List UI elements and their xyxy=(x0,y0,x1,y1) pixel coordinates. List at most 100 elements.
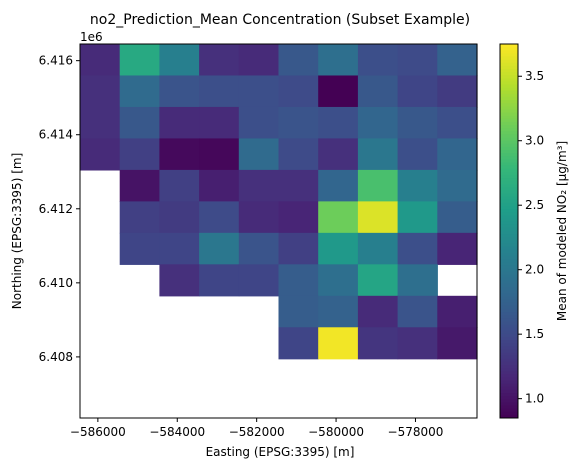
heatmap-cell xyxy=(238,75,280,108)
heatmap-cell xyxy=(357,138,399,171)
heatmap-cell xyxy=(278,106,319,140)
colorbar-segment xyxy=(500,349,518,354)
colorbar-tick-label: 2.5 xyxy=(525,198,544,212)
colorbar-segment xyxy=(500,312,518,316)
colorbar-segment xyxy=(500,290,518,294)
colorbar-segment xyxy=(500,408,518,413)
heatmap-cell xyxy=(238,138,280,171)
colorbar-segment xyxy=(500,274,518,279)
heatmap-cell xyxy=(397,201,438,234)
heatmap-cell xyxy=(397,327,438,360)
y-tick-label: 6.412 xyxy=(39,202,73,216)
colorbar-segment xyxy=(500,393,518,397)
colorbar-segment xyxy=(500,414,518,419)
colorbar-segment xyxy=(500,159,518,163)
heatmap-cell xyxy=(80,75,121,108)
heatmap-cell xyxy=(199,44,240,77)
heatmap-cell xyxy=(159,75,200,108)
heatmap-cell xyxy=(238,44,280,77)
colorbar-segment xyxy=(500,315,518,319)
colorbar-segment xyxy=(500,305,518,310)
colorbar-segment xyxy=(500,377,518,382)
heatmap-cell xyxy=(357,201,399,234)
heatmap-cell xyxy=(397,264,438,297)
heatmap-cell xyxy=(159,264,200,297)
colorbar-segment xyxy=(500,162,518,167)
colorbar-segment xyxy=(500,296,518,301)
colorbar-segment xyxy=(500,53,518,57)
heatmap-cell xyxy=(437,327,478,360)
heatmap-cell xyxy=(159,44,200,77)
heatmap-cell xyxy=(318,264,359,297)
x-tick-label: −586000 xyxy=(70,425,126,439)
x-axis-label: Easting (EPSG:3395) [m] xyxy=(206,445,355,459)
heatmap-cell xyxy=(318,75,359,108)
x-tick-label: −584000 xyxy=(149,425,205,439)
colorbar-segment xyxy=(500,171,518,176)
colorbar-segment xyxy=(500,212,518,216)
heatmap-cell xyxy=(318,295,359,328)
x-tick-label: −578000 xyxy=(388,425,444,439)
colorbar-segment xyxy=(500,44,518,48)
colorbar-segment xyxy=(500,131,518,135)
colorbar: 1.0 1.5 2.0 2.5 3.0 3.5 xyxy=(499,43,544,419)
colorbar-segment xyxy=(500,78,518,82)
colorbar-segment xyxy=(500,283,518,288)
colorbar-segment xyxy=(500,181,518,185)
heatmap-cell xyxy=(278,138,319,171)
heatmap-cell xyxy=(199,201,240,234)
heatmap-cell xyxy=(357,75,399,108)
heatmap-cell xyxy=(278,327,319,360)
colorbar-segment xyxy=(500,87,518,92)
heatmap-cell xyxy=(159,232,200,265)
colorbar-segment xyxy=(500,178,518,182)
colorbar-segment xyxy=(500,249,518,254)
colorbar-segment xyxy=(500,374,518,378)
heatmap-cell xyxy=(437,201,478,234)
colorbar-segment xyxy=(500,231,518,235)
heatmap-cell xyxy=(159,106,200,140)
heatmap-cell xyxy=(318,138,359,171)
y-axis: 6.408 6.410 6.412 6.414 6.416 xyxy=(39,54,80,364)
colorbar-segment xyxy=(500,118,518,123)
colorbar-segment xyxy=(500,411,518,416)
heatmap-cell xyxy=(238,264,280,297)
colorbar-segment xyxy=(500,215,518,220)
colorbar-segment xyxy=(500,65,518,70)
y-tick-label: 6.410 xyxy=(39,276,73,290)
colorbar-segment xyxy=(500,318,518,322)
y-tick-label: 6.416 xyxy=(39,54,73,68)
colorbar-segment xyxy=(500,324,518,329)
heatmap-cell xyxy=(119,106,160,140)
heatmap-cell xyxy=(437,232,478,265)
colorbar-segment xyxy=(500,153,518,157)
colorbar-segment xyxy=(500,115,518,120)
colorbar-segment xyxy=(500,243,518,248)
colorbar-segment xyxy=(500,237,518,241)
colorbar-segment xyxy=(500,262,518,266)
heatmap-cell xyxy=(119,232,160,265)
heatmap-cell xyxy=(119,44,160,77)
colorbar-segment xyxy=(500,396,518,400)
colorbar-segment xyxy=(500,62,518,67)
heatmap-cell xyxy=(397,138,438,171)
colorbar-segment xyxy=(500,196,518,201)
heatmap-cell xyxy=(437,75,478,108)
heatmap-cell xyxy=(278,75,319,108)
colorbar-label: Mean of modeled NO₂ [µg/m³] xyxy=(555,141,569,321)
colorbar-segment xyxy=(500,271,518,276)
heatmap-cell xyxy=(318,106,359,140)
heatmap-cell xyxy=(357,44,399,77)
colorbar-frame xyxy=(499,43,519,419)
colorbar-segment xyxy=(500,96,518,101)
colorbar-segment xyxy=(500,156,518,160)
colorbar-segment xyxy=(500,389,518,394)
heatmap-cell xyxy=(278,201,319,234)
heatmap-cell xyxy=(357,169,399,202)
colorbar-segment xyxy=(500,277,518,282)
heatmap-cell xyxy=(238,232,280,265)
heatmap-cell xyxy=(278,44,319,77)
heatmap-cell xyxy=(238,169,280,202)
colorbar-segment xyxy=(500,149,518,154)
